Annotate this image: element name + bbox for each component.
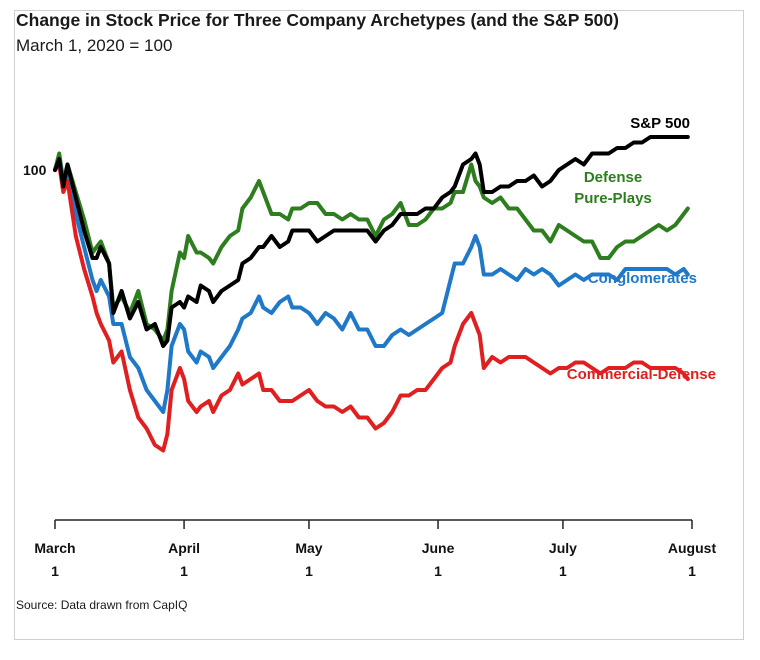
x-tick-month: August xyxy=(668,540,717,556)
series-label-sp500: S&P 500 xyxy=(630,115,690,132)
series-label-conglomerates: Conglomerates xyxy=(588,270,697,287)
x-tick-month: March xyxy=(34,540,75,556)
source-note: Source: Data drawn from CapIQ xyxy=(16,598,188,612)
axis-layer: March 1 April 1 May 1 June 1 July 1 August 1 100 xyxy=(23,162,716,579)
x-tick-day: 1 xyxy=(559,563,567,579)
x-tick-day: 1 xyxy=(51,563,59,579)
x-tick-month: June xyxy=(422,540,455,556)
y-marker-label: 100 xyxy=(23,162,47,178)
chart-title: Change in Stock Price for Three Company … xyxy=(16,10,619,30)
label-layer: S&P 500 Defense Pure-Plays Conglomerates Com… xyxy=(567,115,716,383)
series-label-commercial-defense: Commercial-Defense xyxy=(567,366,716,383)
series-line-3 xyxy=(53,162,690,453)
x-tick-month: May xyxy=(295,540,322,556)
x-tick-day: 1 xyxy=(688,563,696,579)
x-tick-month: April xyxy=(168,540,200,556)
series-layer xyxy=(53,135,690,453)
chart-frame xyxy=(14,10,744,640)
series-line-2 xyxy=(53,157,690,414)
x-tick-day: 1 xyxy=(434,563,442,579)
x-tick-day: 1 xyxy=(180,563,188,579)
chart-subtitle: March 1, 2020 = 100 xyxy=(16,36,173,55)
series-label-defense-line2: Pure-Plays xyxy=(574,190,652,207)
x-tick-day: 1 xyxy=(305,563,313,579)
x-tick-month: July xyxy=(549,540,577,556)
series-label-defense-line1: Defense xyxy=(584,169,642,186)
series-line-0 xyxy=(53,135,690,348)
